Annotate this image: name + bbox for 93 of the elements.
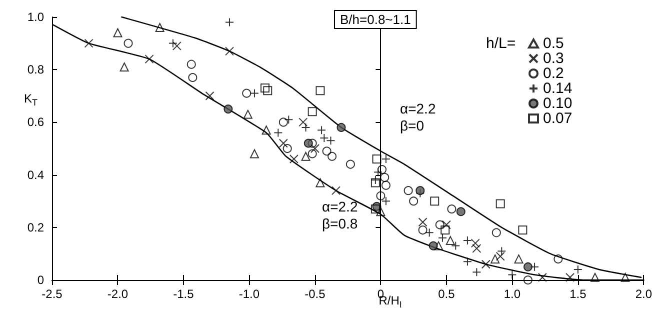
point (554, 254, 563, 264)
point (492, 228, 501, 238)
point (262, 126, 271, 135)
point (144, 54, 154, 64)
point (84, 38, 94, 48)
point (376, 207, 386, 216)
legend-label: 0.14 (543, 80, 572, 97)
point (328, 152, 337, 161)
point (346, 160, 355, 169)
y-tick-label: 0.4 (27, 168, 44, 182)
point (490, 254, 500, 264)
point (120, 62, 129, 72)
x-tick-label: -2.0 (107, 287, 128, 301)
point (428, 241, 438, 250)
point (409, 196, 418, 206)
point (590, 272, 600, 282)
y-tick-label: 0.8 (27, 62, 44, 77)
point (523, 262, 532, 272)
point (430, 196, 440, 206)
annotation: B/h=0.8~1.1 (340, 12, 411, 27)
point (243, 110, 252, 119)
point (308, 138, 317, 148)
x-tick-label: 1.0 (504, 287, 521, 301)
x-tick-label: 0.5 (438, 287, 456, 301)
point (225, 46, 234, 56)
point (310, 144, 320, 153)
point (278, 118, 288, 127)
x-tick-label: 2.0 (635, 287, 652, 301)
point (496, 252, 505, 261)
point (523, 276, 532, 284)
point (456, 207, 466, 216)
point (440, 226, 450, 235)
point (205, 91, 214, 100)
y-tick-label: 0 (37, 273, 44, 287)
point (370, 178, 380, 188)
point (481, 260, 490, 269)
point (370, 204, 380, 214)
point (381, 180, 390, 190)
point (308, 107, 317, 116)
annotation: α=2.2 β=0.8 (322, 198, 358, 232)
point (186, 60, 196, 69)
point (172, 41, 182, 50)
point (242, 88, 252, 98)
y-tick-label: 0.2 (27, 220, 44, 234)
point (336, 122, 346, 132)
x-tick-label: -0.5 (304, 287, 326, 301)
legend-label: 0.3 (543, 50, 564, 67)
annotation: α=2.2 β=0 (400, 100, 436, 134)
point (472, 244, 482, 253)
point (434, 241, 444, 250)
point (518, 226, 528, 235)
point (113, 28, 122, 38)
y-tick-label: 1.0 (27, 10, 44, 24)
point (316, 86, 325, 96)
point (322, 146, 332, 156)
point (446, 236, 455, 246)
point (278, 138, 288, 148)
legend-label: 0.10 (543, 95, 572, 112)
point (447, 204, 456, 214)
point (378, 165, 387, 174)
point (250, 149, 259, 158)
x-tick-label: -2.5 (42, 287, 63, 301)
point (263, 86, 272, 96)
legend-label: 0.5 (543, 35, 564, 52)
point (435, 220, 444, 230)
point (304, 138, 313, 148)
point (282, 144, 292, 153)
y-tick-label: 0.6 (27, 115, 44, 130)
point (124, 38, 133, 48)
x-tick-label: -1.5 (173, 287, 194, 301)
legend-title: h/L= (486, 35, 516, 52)
point (418, 218, 428, 227)
point (224, 104, 233, 114)
point (260, 84, 270, 93)
point (316, 178, 325, 188)
point (404, 186, 413, 196)
legend-label: 0.2 (543, 65, 564, 82)
point (620, 272, 630, 282)
point (155, 23, 164, 32)
point (380, 172, 390, 182)
point (188, 72, 198, 82)
point (442, 220, 451, 230)
point (308, 149, 317, 158)
x-tick-label: 1.5 (570, 287, 587, 301)
point (289, 154, 298, 164)
legend-label: 0.07 (543, 110, 572, 127)
point (514, 254, 524, 264)
point (301, 152, 310, 161)
x-tick-label: -1.0 (238, 287, 260, 301)
point (298, 118, 308, 127)
point (372, 154, 382, 164)
point (416, 186, 425, 196)
point (496, 199, 505, 208)
